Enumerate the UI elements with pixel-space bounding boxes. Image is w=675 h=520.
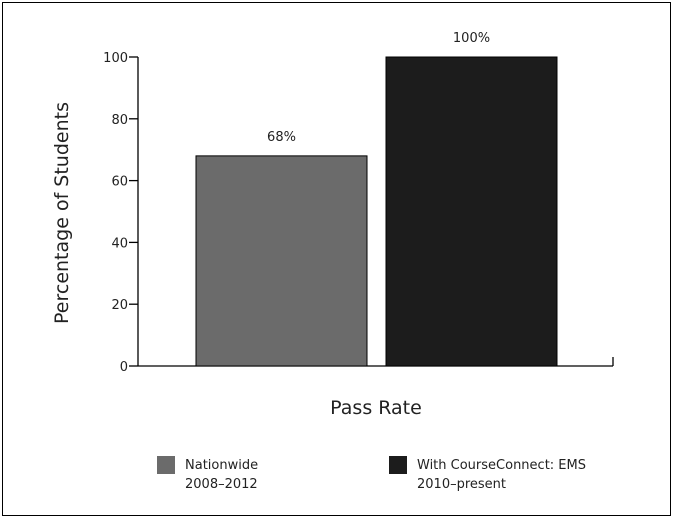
y-tick-label: 100 <box>103 51 128 66</box>
y-tick-label: 80 <box>111 113 128 128</box>
legend-swatch <box>157 456 175 474</box>
legend-swatch <box>389 456 407 474</box>
bar-value-label: 100% <box>453 31 490 46</box>
bar-value-label: 68% <box>267 130 296 145</box>
legend-label-sub: 2008–2012 <box>185 477 258 492</box>
x-axis-label: Pass Rate <box>330 397 422 419</box>
legend-label-sub: 2010–present <box>417 477 506 492</box>
bars: 68% 100% <box>195 31 558 367</box>
y-tick-label: 20 <box>111 298 128 313</box>
y-tick-label: 60 <box>111 175 128 190</box>
bar <box>195 155 368 367</box>
legend-label: With CourseConnect: EMS <box>417 458 586 473</box>
y-axis-label: Percentage of Students <box>51 102 73 324</box>
y-tick-label: 0 <box>120 360 128 375</box>
legend-label: Nationwide <box>185 458 258 473</box>
bar <box>385 56 558 367</box>
legend: Nationwide 2008–2012 With CourseConnect: E… <box>157 456 586 492</box>
y-tick-label: 40 <box>111 236 128 251</box>
